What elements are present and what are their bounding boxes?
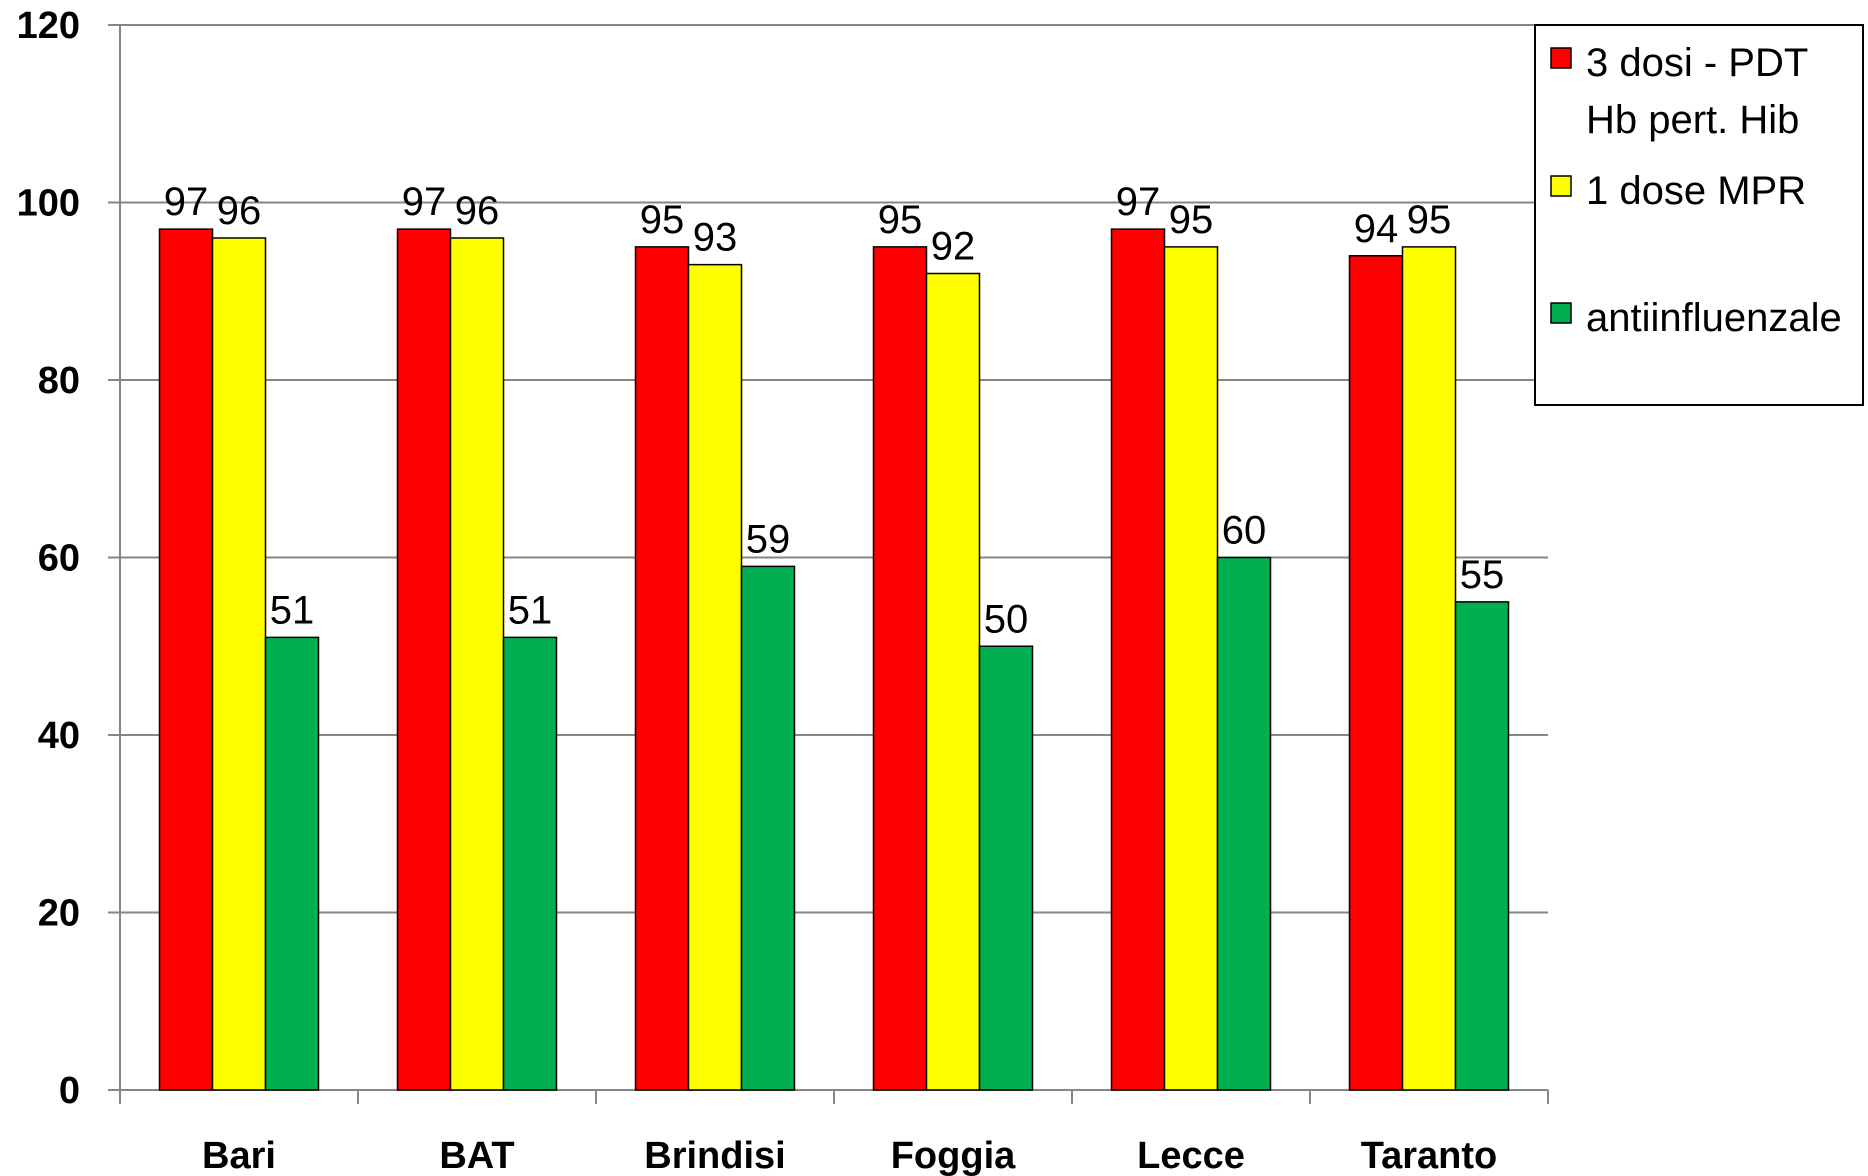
data-label: 59 [746, 517, 791, 561]
data-label: 97 [1116, 180, 1161, 224]
legend: 3 dosi - PDT Hb pert. Hib 1 dose MPR antiin… [1534, 24, 1864, 406]
legend-label: antiinfluenzale [1586, 296, 1842, 340]
data-label: 55 [1460, 553, 1505, 597]
data-label: 96 [455, 189, 500, 233]
bar [396, 228, 452, 1091]
legend-swatch [1550, 175, 1572, 197]
bar [502, 636, 558, 1091]
legend-label: 3 dosi - PDT [1586, 41, 1808, 85]
bar [872, 246, 928, 1091]
bar [634, 246, 690, 1091]
data-label: 97 [164, 180, 209, 224]
data-label: 93 [693, 216, 738, 260]
y-tick-label: 0 [59, 1070, 80, 1112]
bar [264, 636, 320, 1091]
data-label: 95 [640, 198, 685, 242]
y-tick-label: 20 [38, 893, 80, 935]
legend-swatch [1550, 302, 1572, 324]
bar [1348, 255, 1404, 1091]
bar [978, 645, 1034, 1091]
bar [1401, 246, 1457, 1091]
x-tick-label: Foggia [891, 1135, 1016, 1176]
gridlines [120, 24, 1548, 914]
data-label: 92 [931, 225, 976, 269]
data-label: 51 [508, 588, 553, 632]
bar [449, 237, 505, 1091]
legend-box [1534, 24, 1864, 406]
y-tick-label: 100 [17, 183, 80, 225]
bar [1216, 556, 1272, 1091]
bar [1110, 228, 1166, 1091]
bar [1454, 601, 1510, 1091]
legend-label: Hb pert. Hib [1586, 98, 1799, 142]
data-label: 50 [984, 597, 1029, 641]
legend-label: 1 dose MPR [1586, 169, 1806, 213]
data-label: 97 [402, 180, 447, 224]
y-tick-label: 80 [38, 360, 80, 402]
x-axis: Bari BAT Brindisi Foggia Lecce Taranto [119, 1089, 1549, 1176]
y-tick-label: 120 [17, 5, 80, 47]
x-tick-label: Bari [202, 1135, 276, 1176]
data-label: 94 [1354, 207, 1399, 251]
bar [740, 565, 796, 1091]
bar [211, 237, 267, 1091]
x-tick-label: BAT [439, 1135, 514, 1176]
data-label: 95 [878, 198, 923, 242]
y-tick-label: 60 [38, 538, 80, 580]
bar-groups [158, 228, 1510, 1091]
data-label: 95 [1169, 198, 1214, 242]
x-tick-label: Taranto [1361, 1135, 1498, 1176]
bar [1163, 246, 1219, 1091]
data-label: 95 [1407, 198, 1452, 242]
bar [687, 263, 743, 1091]
bar [158, 228, 214, 1091]
data-label: 51 [270, 588, 315, 632]
x-tick-label: Lecce [1137, 1135, 1245, 1176]
data-label: 96 [217, 189, 262, 233]
y-tick-label: 40 [38, 715, 80, 757]
data-label: 60 [1222, 509, 1267, 553]
y-axis: 0 20 40 60 80 100 120 [17, 5, 121, 1112]
bar [925, 272, 981, 1091]
x-tick-label: Brindisi [644, 1135, 785, 1176]
legend-swatch [1550, 47, 1572, 69]
